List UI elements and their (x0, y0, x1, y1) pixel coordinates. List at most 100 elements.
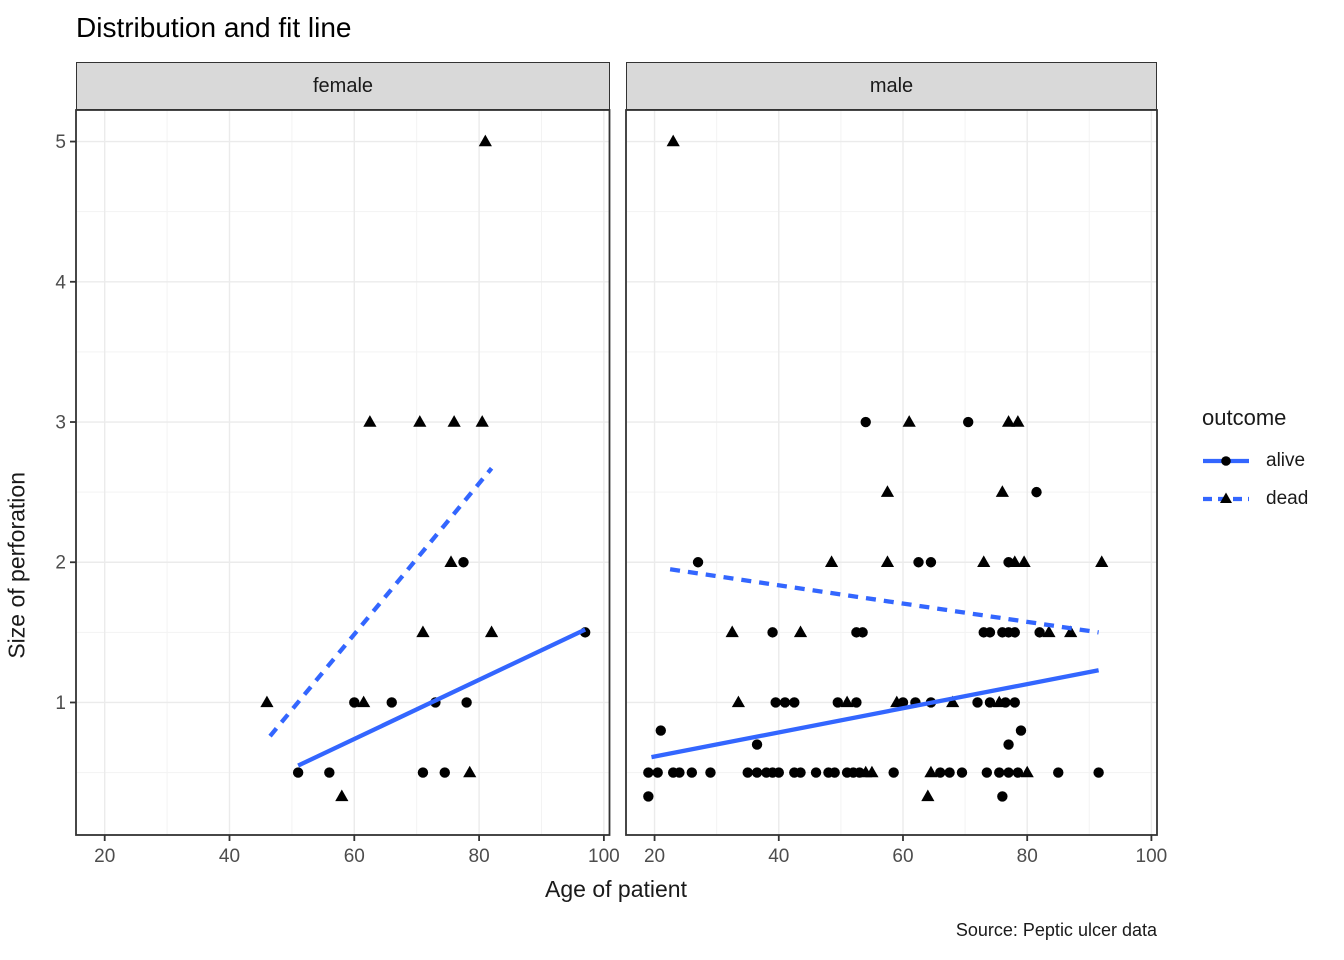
data-point-circle (935, 767, 946, 778)
y-tick-label: 4 (55, 272, 66, 293)
data-point-circle (888, 767, 899, 778)
data-point-circle (779, 697, 791, 708)
data-point-circle (851, 697, 862, 708)
data-point-triangle (363, 415, 377, 427)
x-tick-label: 100 (1136, 846, 1168, 867)
data-point-triangle (880, 485, 895, 497)
y-tick-label: 1 (55, 693, 66, 714)
points-dead (666, 134, 1109, 802)
data-point-triangle (1064, 625, 1078, 638)
data-point-circle (751, 767, 763, 778)
legend-entry-alive: alive (1202, 449, 1308, 473)
x-axis-title: Age of patient (545, 876, 687, 902)
data-point-circle (674, 767, 685, 778)
data-point-circle (1034, 627, 1045, 638)
gridlines-major (76, 110, 610, 835)
facet-label-female: female (312, 74, 374, 97)
data-point-circle (981, 767, 993, 778)
data-point-circle (913, 557, 924, 568)
data-point-triangle (444, 555, 458, 567)
data-point-circle (1031, 486, 1042, 498)
data-point-circle (829, 767, 840, 778)
data-point-circle (1003, 739, 1014, 750)
legend-title: outcome (1202, 405, 1287, 430)
x-tick-label: 20 (94, 846, 115, 867)
data-point-circle (994, 767, 1005, 778)
data-point-circle (655, 725, 666, 736)
data-point-circle (652, 767, 663, 778)
x-axis-ticks: 20 40 60 80 100 (644, 835, 1167, 867)
data-point-circle (857, 627, 868, 638)
data-point-triangle (666, 134, 680, 147)
data-point-triangle (1020, 765, 1034, 778)
data-point-circle (984, 627, 996, 638)
x-tick-label: 60 (344, 846, 365, 867)
data-point-circle (643, 791, 654, 802)
data-point-triangle (731, 695, 746, 708)
x-axis-ticks: 20 40 60 80 100 (94, 835, 620, 867)
data-point-triangle (865, 765, 879, 778)
legend-label-dead: dead (1266, 488, 1309, 509)
data-point-circle (705, 767, 716, 778)
data-point-circle (944, 767, 955, 778)
legend-label-alive: alive (1266, 450, 1306, 471)
data-point-triangle (357, 695, 371, 708)
data-point-triangle (1042, 625, 1056, 638)
data-point-triangle (416, 625, 430, 638)
legend-key-marker-alive (1221, 456, 1231, 466)
fit-line-alive (651, 668, 1100, 760)
data-point-triangle (890, 695, 904, 708)
data-point-triangle (1001, 415, 1016, 427)
panel-background (626, 110, 1157, 835)
y-tick-label: 5 (55, 132, 66, 153)
panel-female: 20 40 60 80 100 (75, 109, 620, 867)
data-point-triangle (335, 789, 349, 802)
data-point-triangle (824, 555, 839, 567)
data-point-circle (810, 767, 822, 778)
data-point-triangle (260, 695, 274, 708)
data-point-circle (770, 697, 781, 708)
data-point-triangle (992, 695, 1006, 708)
data-point-circle (686, 767, 698, 778)
data-point-triangle (484, 625, 499, 638)
points-dead (260, 134, 499, 802)
data-point-triangle (1095, 555, 1109, 567)
data-point-triangle (946, 695, 960, 708)
data-point-circle (1009, 697, 1020, 708)
panel-male: 20 40 60 80 100 (625, 109, 1167, 867)
x-tick-label: 80 (469, 846, 490, 867)
data-point-circle (742, 767, 753, 778)
panel-border (75, 109, 611, 836)
data-point-circle (925, 557, 937, 568)
data-point-circle (1003, 767, 1014, 778)
data-point-triangle (478, 134, 492, 147)
data-point-circle (461, 697, 472, 708)
y-axis-title-text: Size of perforation (3, 471, 29, 659)
data-point-triangle (1008, 555, 1022, 567)
legend-key-marker-dead (1220, 492, 1232, 503)
data-point-triangle (995, 485, 1009, 497)
data-point-circle (417, 767, 429, 778)
panel-background (76, 110, 610, 835)
fit-line-alive (297, 627, 587, 768)
data-point-circle (751, 739, 763, 750)
data-point-triangle (463, 765, 477, 778)
data-point-circle (997, 791, 1008, 802)
data-point-circle (795, 767, 806, 778)
data-point-triangle (921, 789, 935, 802)
data-point-circle (1053, 767, 1064, 778)
data-point-triangle (475, 415, 489, 427)
legend: outcome alive dead (1202, 405, 1308, 525)
data-point-triangle (977, 555, 991, 567)
x-tick-label: 80 (1017, 846, 1038, 867)
data-point-circle (767, 627, 778, 638)
data-point-triangle (880, 555, 895, 567)
x-tick-label: 60 (892, 846, 913, 867)
data-point-circle (643, 767, 654, 778)
facet-strip-male: male (626, 62, 1157, 110)
data-point-circle (692, 557, 704, 568)
data-point-circle (1012, 767, 1024, 778)
x-tick-label: 40 (768, 846, 789, 867)
facet-label-male: male (869, 74, 914, 97)
